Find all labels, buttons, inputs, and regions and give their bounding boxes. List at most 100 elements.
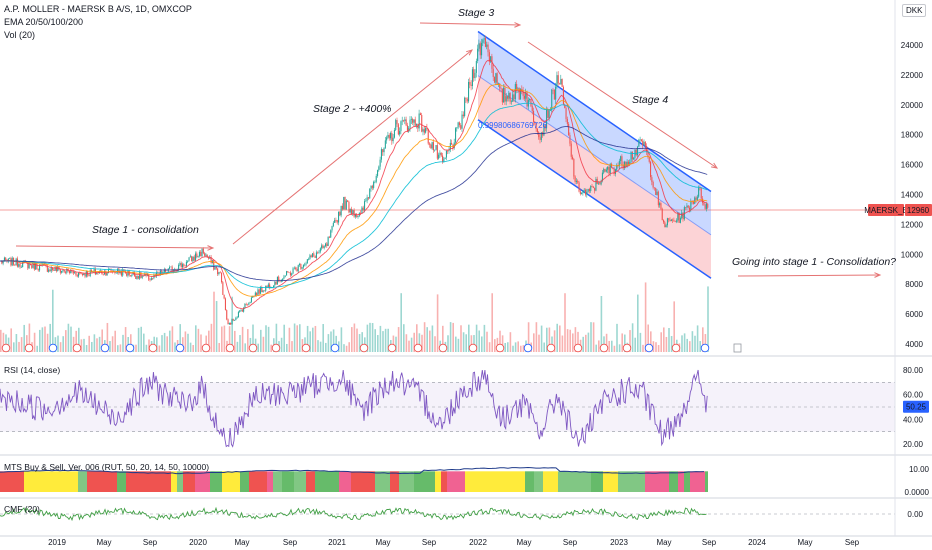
volume-bar bbox=[421, 334, 423, 352]
earnings-marker bbox=[359, 343, 369, 353]
candle-body bbox=[488, 52, 490, 62]
volume-bar bbox=[475, 324, 478, 352]
candle-body bbox=[347, 200, 349, 202]
candle-body bbox=[217, 268, 219, 275]
mts-bar bbox=[360, 471, 363, 492]
candle-body bbox=[549, 110, 551, 111]
mts-label[interactable]: MTS Buy & Sell, Ver. 006 (RUT, 50, 20, 1… bbox=[4, 462, 210, 472]
mts-bar bbox=[498, 471, 501, 492]
candle-body bbox=[19, 264, 21, 268]
candle-body bbox=[201, 248, 203, 257]
candle-body bbox=[46, 265, 48, 272]
candle-body bbox=[430, 144, 432, 149]
candle-body bbox=[682, 212, 684, 220]
candle-body bbox=[297, 265, 299, 272]
volume-bar bbox=[312, 327, 314, 352]
mts-bar bbox=[213, 471, 216, 492]
mts-bar bbox=[513, 471, 516, 492]
volume-bar bbox=[358, 334, 361, 352]
volume-bar bbox=[574, 327, 577, 352]
candle-body bbox=[694, 197, 696, 204]
mts-bar bbox=[648, 471, 651, 492]
price-tick-label: 22000 bbox=[901, 71, 924, 80]
rsi-label[interactable]: RSI (14, close) bbox=[4, 365, 61, 375]
earnings-marker bbox=[387, 343, 397, 353]
candle-body bbox=[107, 269, 109, 274]
volume-bar bbox=[148, 339, 150, 352]
candle-body bbox=[179, 263, 181, 265]
candle-body bbox=[143, 275, 145, 277]
candle-body bbox=[702, 198, 704, 203]
candle-body bbox=[668, 218, 670, 220]
candle-body bbox=[607, 166, 609, 170]
volume-bar bbox=[244, 343, 246, 352]
volume-bar bbox=[309, 331, 311, 352]
mts-bar bbox=[75, 471, 78, 492]
volume-bar bbox=[494, 339, 496, 352]
earnings-marker bbox=[148, 343, 158, 353]
vol-legend[interactable]: Vol (20) bbox=[4, 30, 36, 40]
time-tick-label: Sep bbox=[563, 538, 578, 547]
volume-bar bbox=[702, 327, 704, 352]
volume-bar bbox=[101, 329, 103, 352]
cmf-label[interactable]: CMF (20) bbox=[4, 504, 40, 514]
volume-bar bbox=[314, 325, 317, 352]
volume-bar bbox=[283, 324, 285, 352]
mts-bar bbox=[366, 471, 369, 492]
candle-body bbox=[703, 202, 705, 205]
time-tick-label: 2023 bbox=[610, 538, 628, 547]
candle-body bbox=[622, 164, 624, 169]
volume-bar bbox=[429, 330, 431, 352]
candle-body bbox=[611, 163, 613, 168]
dividend-marker bbox=[700, 343, 710, 353]
candle-body bbox=[299, 264, 301, 266]
candle-body bbox=[409, 119, 411, 128]
currency-badge[interactable]: DKK bbox=[902, 4, 927, 17]
volume-bar bbox=[130, 334, 132, 352]
candle-body bbox=[344, 197, 346, 210]
mts-bar bbox=[387, 471, 390, 492]
volume-bar bbox=[665, 336, 668, 352]
mts-bar bbox=[12, 471, 15, 492]
candle-body bbox=[557, 75, 559, 84]
candle-body bbox=[65, 271, 67, 273]
candle-body bbox=[538, 132, 540, 138]
volume-bar bbox=[111, 336, 114, 352]
mts-bar bbox=[300, 471, 303, 492]
mts-bar bbox=[453, 471, 456, 492]
candle-body bbox=[3, 257, 5, 262]
candle-body bbox=[85, 271, 87, 277]
candle-body bbox=[302, 264, 304, 268]
volume-bar bbox=[23, 324, 25, 352]
candle-body bbox=[475, 60, 477, 73]
arrow-stage4-head bbox=[711, 162, 719, 169]
mts-bar bbox=[660, 471, 663, 492]
annotation-arrows bbox=[15, 22, 882, 278]
candle-body bbox=[664, 222, 666, 228]
mts-bar bbox=[141, 471, 144, 492]
candle-body bbox=[544, 125, 546, 129]
cmf-pane: 0.00 bbox=[0, 506, 924, 522]
candle-body bbox=[482, 39, 484, 43]
mts-bar bbox=[597, 471, 600, 492]
candle-body bbox=[673, 220, 675, 222]
candle-body bbox=[462, 114, 464, 117]
volume-bar bbox=[366, 324, 369, 352]
mts-bar bbox=[255, 471, 258, 492]
candle-body bbox=[360, 212, 362, 214]
volume-bar bbox=[41, 327, 44, 352]
mts-bar bbox=[438, 471, 441, 492]
time-tick-label: 2022 bbox=[469, 538, 487, 547]
candle-body bbox=[171, 266, 173, 272]
volume-bar bbox=[559, 325, 561, 352]
ema-legend[interactable]: EMA 20/50/100/200 bbox=[4, 17, 84, 27]
volume-bar bbox=[660, 332, 662, 352]
candle-body bbox=[205, 254, 207, 256]
mts-bar bbox=[384, 471, 387, 492]
earnings-marker bbox=[573, 343, 583, 353]
volume-bar bbox=[257, 343, 259, 352]
mts-bar bbox=[477, 471, 480, 492]
volume-bar bbox=[208, 330, 210, 352]
volume-bar bbox=[288, 327, 291, 352]
rsi-line bbox=[0, 369, 708, 448]
